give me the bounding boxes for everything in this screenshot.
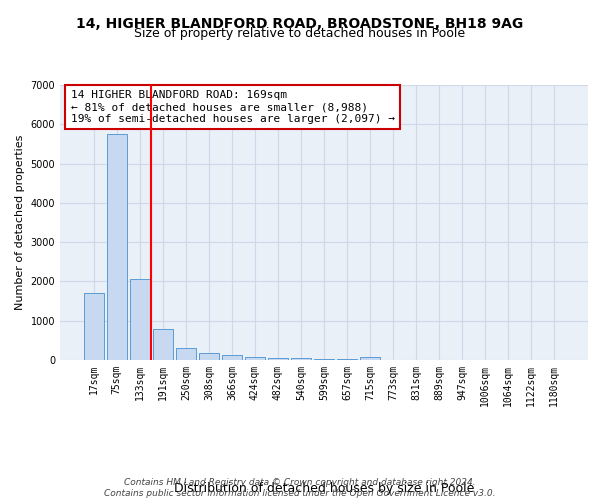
- Bar: [176, 348, 196, 360]
- Bar: [291, 358, 311, 360]
- Y-axis label: Number of detached properties: Number of detached properties: [15, 135, 25, 310]
- Bar: [107, 134, 127, 360]
- Bar: [360, 358, 380, 360]
- Bar: [199, 352, 218, 360]
- Text: 14 HIGHER BLANDFORD ROAD: 169sqm
← 81% of detached houses are smaller (8,988)
19: 14 HIGHER BLANDFORD ROAD: 169sqm ← 81% o…: [71, 90, 395, 124]
- Bar: [84, 293, 104, 360]
- Bar: [222, 356, 242, 360]
- Bar: [268, 358, 288, 360]
- Bar: [153, 328, 173, 360]
- Text: Contains HM Land Registry data © Crown copyright and database right 2024.
Contai: Contains HM Land Registry data © Crown c…: [104, 478, 496, 498]
- Bar: [245, 357, 265, 360]
- Bar: [337, 359, 357, 360]
- Text: Size of property relative to detached houses in Poole: Size of property relative to detached ho…: [134, 28, 466, 40]
- X-axis label: Distribution of detached houses by size in Poole: Distribution of detached houses by size …: [174, 482, 474, 496]
- Bar: [314, 359, 334, 360]
- Bar: [130, 280, 149, 360]
- Text: 14, HIGHER BLANDFORD ROAD, BROADSTONE, BH18 9AG: 14, HIGHER BLANDFORD ROAD, BROADSTONE, B…: [76, 18, 524, 32]
